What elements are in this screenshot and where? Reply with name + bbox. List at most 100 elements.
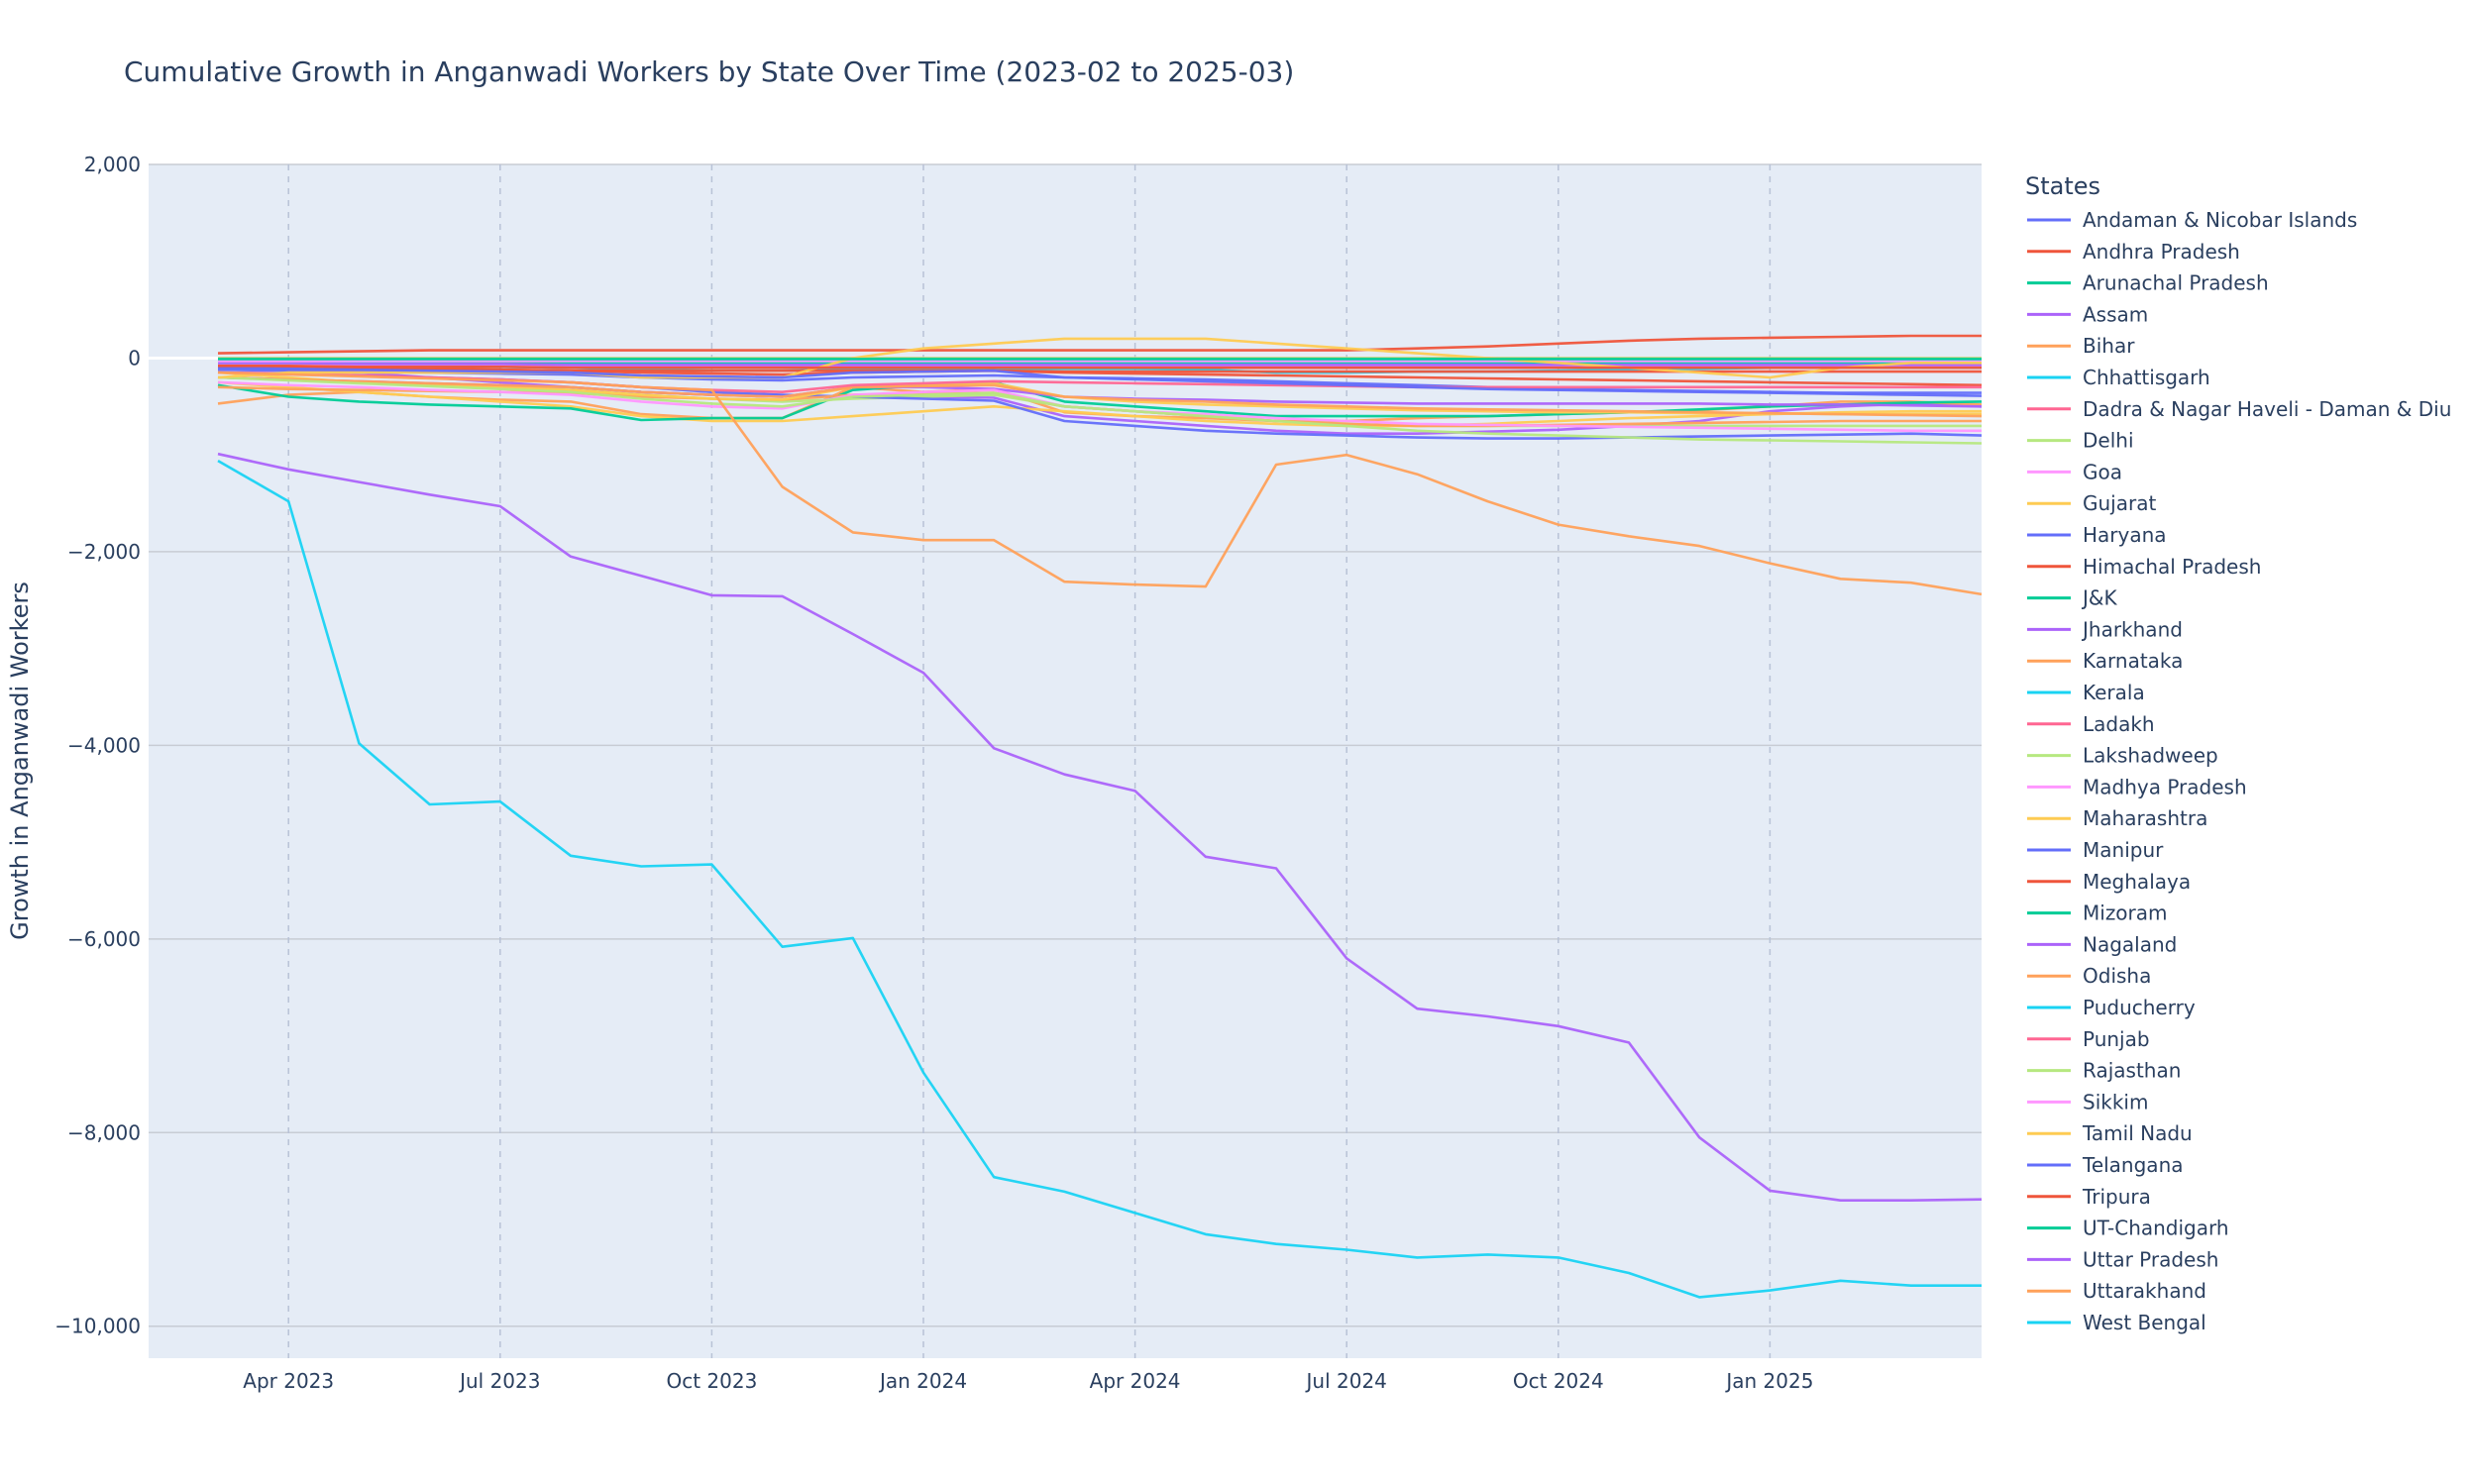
y-tick-label: −8,000 [67, 1120, 141, 1144]
legend-label: J&K [2081, 586, 2117, 610]
series-line [217, 375, 1983, 418]
legend-label: Lakshadweep [2083, 744, 2218, 768]
legend-item[interactable]: UT-Chandigarh [2027, 1217, 2229, 1240]
legend-item[interactable]: Uttar Pradesh [2027, 1247, 2218, 1271]
series-lines [217, 334, 1983, 1299]
plot-area [149, 164, 1982, 1358]
legend-label: Chhattisgarh [2083, 366, 2210, 389]
legend-item[interactable]: Tamil Nadu [2027, 1121, 2193, 1145]
legend-item[interactable]: Mizoram [2027, 901, 2168, 925]
y-tick-label: −4,000 [67, 733, 141, 757]
legend-item[interactable]: West Bengal [2027, 1311, 2206, 1334]
series-line [217, 366, 1983, 397]
legend-item[interactable]: Odisha [2027, 964, 2151, 988]
legend-label: Uttar Pradesh [2083, 1247, 2218, 1271]
series-line [217, 371, 1983, 596]
x-tick-label: Apr 2024 [1090, 1369, 1181, 1393]
legend-label: Arunachal Pradesh [2083, 271, 2269, 295]
legend-label: Kerala [2083, 681, 2145, 704]
legend-label: Rajasthan [2083, 1059, 2181, 1083]
legend-item[interactable]: Goa [2027, 460, 2122, 483]
legend-item[interactable]: Tripura [2027, 1185, 2151, 1209]
legend-title: States [2025, 172, 2100, 200]
x-tick-label: Oct 2024 [1513, 1369, 1604, 1393]
legend-item[interactable]: Arunachal Pradesh [2027, 271, 2269, 295]
legend-item[interactable]: Jharkhand [2027, 617, 2183, 641]
legend-item[interactable]: Chhattisgarh [2027, 366, 2210, 389]
series-line [217, 452, 1983, 1202]
legend-label: Gujarat [2083, 491, 2156, 515]
legend-label: Odisha [2083, 964, 2151, 988]
y-tick-label: 0 [128, 346, 141, 370]
y-tick-label: −6,000 [67, 927, 141, 951]
y-axis-title: Growth in Anganwadi Workers [6, 582, 34, 940]
series-line [217, 380, 1983, 422]
legend[interactable]: Andaman & Nicobar Islands Andhra Pradesh A… [2027, 208, 2451, 1334]
legend-label: Ladakh [2083, 712, 2155, 736]
legend-label: Karnataka [2083, 649, 2183, 673]
legend-item[interactable]: Puducherry [2027, 996, 2196, 1019]
legend-item[interactable]: Andaman & Nicobar Islands [2027, 208, 2357, 232]
legend-item[interactable]: Punjab [2027, 1027, 2150, 1051]
legend-item[interactable]: Telangana [2027, 1153, 2184, 1177]
legend-item[interactable]: Rajasthan [2027, 1059, 2181, 1083]
legend-item[interactable]: Maharashtra [2027, 806, 2207, 830]
legend-label: Madhya Pradesh [2083, 775, 2247, 798]
legend-label: Puducherry [2083, 996, 2196, 1019]
x-tick-label: Apr 2023 [243, 1369, 334, 1393]
legend-item[interactable]: Andhra Pradesh [2027, 240, 2240, 264]
legend-item[interactable]: Himachal Pradesh [2027, 555, 2261, 579]
legend-label: Telangana [2082, 1153, 2184, 1177]
series-line [217, 459, 1982, 1299]
legend-item[interactable]: Lakshadweep [2027, 744, 2218, 768]
x-tick-label: Jul 2024 [1305, 1369, 1387, 1393]
series-line [218, 364, 1982, 370]
legend-item[interactable]: Madhya Pradesh [2027, 775, 2247, 798]
legend-label: Jharkhand [2081, 617, 2183, 641]
legend-label: Himachal Pradesh [2083, 555, 2261, 579]
legend-label: West Bengal [2083, 1311, 2206, 1334]
legend-label: Meghalaya [2083, 870, 2191, 894]
legend-item[interactable]: Ladakh [2027, 712, 2155, 736]
legend-item[interactable]: Sikkim [2027, 1090, 2148, 1113]
chart-title: Cumulative Growth in Anganwadi Workers b… [124, 55, 1294, 88]
legend-item[interactable]: Assam [2027, 302, 2148, 326]
legend-item[interactable]: Nagaland [2027, 932, 2177, 956]
x-tick-label: Jul 2023 [458, 1369, 540, 1393]
legend-label: Tamil Nadu [2082, 1121, 2193, 1145]
legend-item[interactable]: Uttarakhand [2027, 1279, 2206, 1303]
legend-item[interactable]: Meghalaya [2027, 870, 2191, 894]
legend-item[interactable]: Karnataka [2027, 649, 2183, 673]
legend-label: Delhi [2083, 429, 2134, 453]
legend-item[interactable]: Dadra & Nagar Haveli - Daman & Diu [2027, 397, 2451, 421]
legend-label: Punjab [2083, 1027, 2150, 1051]
legend-label: Sikkim [2083, 1090, 2148, 1113]
legend-item[interactable]: Kerala [2027, 681, 2145, 704]
x-tick-label: Oct 2023 [666, 1369, 757, 1393]
x-tick-label: Jan 2024 [878, 1369, 967, 1393]
legend-label: Andaman & Nicobar Islands [2083, 208, 2357, 232]
legend-label: Goa [2083, 460, 2122, 483]
series-line [217, 380, 1982, 428]
legend-item[interactable]: Bihar [2027, 334, 2135, 358]
legend-item[interactable]: J&K [2027, 586, 2117, 610]
legend-item[interactable]: Manipur [2027, 838, 2164, 862]
y-tick-label: −10,000 [54, 1315, 141, 1338]
legend-label: Haryana [2083, 523, 2167, 547]
series-line [218, 361, 1982, 367]
legend-item[interactable]: Haryana [2027, 523, 2167, 547]
legend-label: UT-Chandigarh [2083, 1217, 2229, 1240]
y-axis-ticks: 2,000 0 −2,000 −4,000 −6,000 −8,000 −10,000 [54, 153, 141, 1338]
legend-label: Uttarakhand [2083, 1279, 2206, 1303]
legend-item[interactable]: Gujarat [2027, 491, 2156, 515]
legend-label: Maharashtra [2083, 806, 2207, 830]
legend-label: Bihar [2083, 334, 2135, 358]
x-axis-ticks: Apr 2023 Jul 2023 Oct 2023 Jan 2024 Apr 2024… [243, 1369, 1813, 1393]
series-line [217, 365, 1983, 387]
legend-label: Manipur [2083, 838, 2164, 862]
legend-label: Nagaland [2083, 932, 2177, 956]
legend-item[interactable]: Delhi [2027, 429, 2134, 453]
series-line [217, 334, 1982, 355]
legend-label: Tripura [2082, 1185, 2151, 1209]
